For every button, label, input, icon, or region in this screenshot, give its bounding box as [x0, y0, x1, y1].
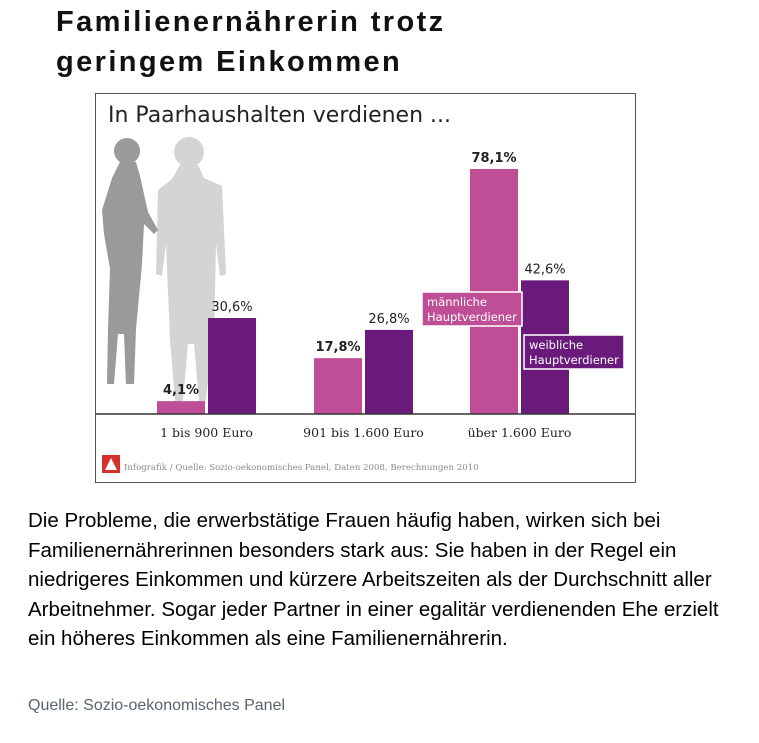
value-label-male-2: 17,8% — [315, 340, 360, 355]
legend-female-line-2: Hauptverdiener — [529, 353, 619, 367]
legend-female: weibliche Hauptverdiener — [523, 334, 625, 370]
legend-male-swatch — [421, 291, 523, 327]
bar-female-2 — [365, 329, 413, 414]
bar-male-1 — [157, 401, 205, 414]
value-label-male-1: 4,1% — [163, 383, 199, 398]
woman-silhouette-icon — [102, 138, 158, 384]
ig-metall-logo-icon — [102, 455, 120, 473]
legend-female-swatch — [523, 334, 625, 370]
headline-line-1: Familienernährerin trotz — [56, 6, 446, 38]
category-labels: 1 bis 900 Euro 901 bis 1.600 Euro über 1.6… — [160, 425, 571, 440]
legend-female-line-1: weibliche — [529, 338, 583, 352]
value-label-female-2: 26,8% — [368, 312, 409, 327]
category-label-2: 901 bis 1.600 Euro — [303, 425, 424, 440]
bar-chart: In Paarhaushalten verdienen ... 4,1% 30,6… — [96, 103, 635, 473]
legend-male-line-1: männliche — [427, 295, 487, 309]
category-label-3: über 1.600 Euro — [468, 425, 572, 440]
source-note: Quelle: Sozio-oekonomisches Panel — [28, 697, 286, 714]
article-body: Die Probleme, die erwerbstätige Frauen h… — [28, 509, 719, 650]
woman-and-man-silhouette-icon — [102, 137, 226, 412]
value-labels: 4,1% 30,6% 17,8% 26,8% 78,1% 42,6% — [163, 151, 566, 398]
infographic-chart: In Paarhaushalten verdienen ... 4,1% 30,6… — [95, 93, 636, 483]
value-label-female-3: 42,6% — [524, 262, 565, 277]
bar-female-1 — [208, 318, 256, 414]
chart-title: In Paarhaushalten verdienen ... — [108, 103, 451, 128]
bar-male-2 — [314, 358, 362, 414]
chart-footer-source: Infografik / Quelle: Sozio-oekonomisches… — [124, 463, 479, 473]
headline: Familienernährerin trotz geringem Einkom… — [56, 2, 446, 82]
value-label-male-3: 78,1% — [471, 151, 516, 166]
category-label-1: 1 bis 900 Euro — [160, 425, 253, 440]
legend-male: männliche Hauptverdiener — [421, 291, 523, 327]
headline-line-2: geringem Einkommen — [56, 46, 403, 78]
value-label-female-1: 30,6% — [211, 300, 252, 315]
legend-male-line-2: Hauptverdiener — [427, 310, 517, 324]
